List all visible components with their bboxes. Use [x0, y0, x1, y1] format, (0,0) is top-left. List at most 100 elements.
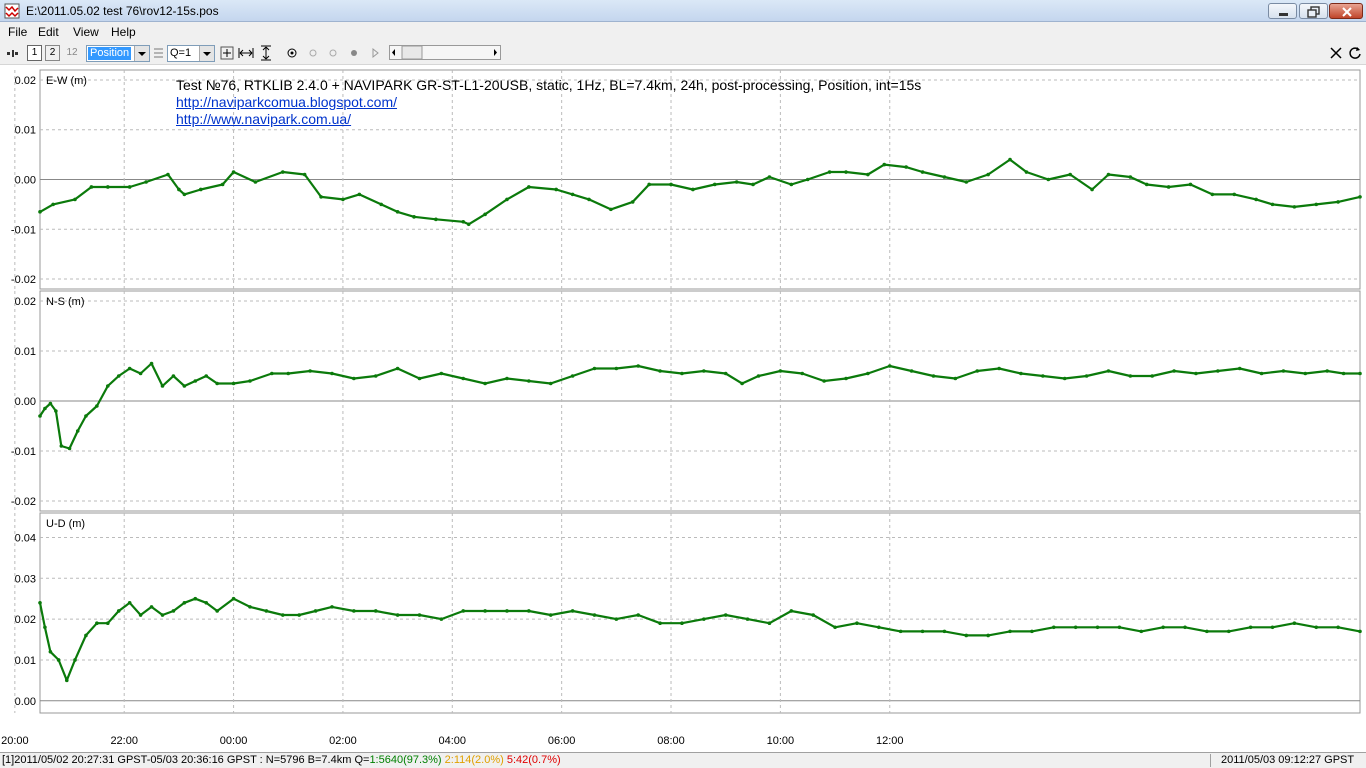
fit-vertical-icon[interactable] [258, 45, 274, 61]
data-point [64, 678, 69, 683]
data-point [1314, 202, 1319, 207]
blog-link[interactable]: http://naviparkcomua.blogspot.com/ [176, 94, 398, 110]
position-plot[interactable]: 0.02 0.01 0.00 -0.01 -0.02 E-W (m) 0.02 0.01 0.0… [0, 65, 1366, 752]
data-point [56, 658, 61, 662]
y-tick-label: -0.02 [11, 274, 36, 286]
data-point [844, 376, 848, 381]
data-point [548, 381, 553, 386]
data-point [297, 613, 301, 617]
data-point [767, 621, 772, 626]
plot-type-select[interactable]: Position [86, 45, 150, 62]
menu-view[interactable]: View [73, 25, 99, 39]
data-point [144, 180, 148, 184]
quality-dropdown[interactable] [199, 46, 214, 61]
restore-icon [1307, 6, 1320, 18]
chevron-down-icon [138, 52, 146, 56]
data-point [1117, 625, 1122, 630]
data-point [680, 621, 684, 626]
data-point [248, 379, 252, 383]
data-point [1358, 195, 1362, 199]
data-point [182, 192, 187, 197]
connect-icon[interactable] [4, 45, 20, 61]
data-point [1084, 374, 1089, 378]
data-point [84, 633, 88, 638]
data-point [1139, 629, 1144, 634]
data-point [953, 376, 958, 381]
data-point [51, 202, 55, 207]
data-point [43, 625, 47, 630]
data-point [942, 629, 947, 634]
menu-edit[interactable]: Edit [38, 25, 59, 39]
data-point [723, 613, 728, 617]
data-point [920, 170, 925, 174]
data-point [1041, 374, 1045, 378]
data-point [166, 172, 170, 177]
data-point [1051, 625, 1056, 630]
data-point [1024, 170, 1029, 174]
close-window-button[interactable] [1329, 3, 1363, 19]
data-point [73, 658, 77, 662]
record-icon[interactable] [346, 45, 362, 61]
plot2-tab[interactable]: 2 [45, 45, 60, 61]
data-point [373, 609, 378, 613]
data-point [636, 613, 641, 617]
quality-select[interactable]: Q=1 [167, 45, 215, 62]
data-point [330, 605, 334, 609]
data-point [740, 381, 744, 386]
data-point [1183, 625, 1187, 630]
data-point [811, 613, 815, 617]
data-point [1254, 197, 1258, 202]
data-point [1128, 374, 1133, 378]
menu-file[interactable]: File [8, 25, 28, 39]
data-point [1090, 187, 1094, 192]
data-point [1150, 374, 1155, 378]
data-point [614, 366, 619, 371]
data-point [313, 609, 318, 613]
play-icon[interactable] [367, 45, 383, 61]
data-point [302, 172, 307, 177]
show-map-icon[interactable] [305, 45, 321, 61]
data-point [330, 371, 334, 376]
data-point [609, 207, 613, 212]
menu-help[interactable]: Help [111, 25, 136, 39]
show-track-icon[interactable] [325, 45, 341, 61]
data-point [48, 401, 53, 406]
data-point [658, 369, 662, 373]
data-point [286, 371, 291, 376]
status-q5: 5:42(0.7%) [506, 754, 561, 766]
data-point [308, 369, 312, 373]
data-point [193, 379, 198, 383]
maximize-button[interactable] [1299, 3, 1328, 19]
center-origin-icon[interactable] [284, 45, 300, 61]
crosshair-icon[interactable] [219, 45, 235, 61]
data-point [1259, 371, 1264, 376]
data-point [527, 185, 531, 189]
plot1-tab[interactable]: 1 [27, 45, 42, 61]
y-tick-label: 0.04 [15, 532, 36, 544]
y-tick-label: 0.03 [15, 573, 36, 585]
data-point [658, 621, 662, 626]
data-point [106, 185, 110, 189]
close-icon[interactable] [1328, 45, 1344, 61]
x-tick-label: 12:00 [876, 735, 904, 747]
data-point [986, 172, 990, 177]
plot-area[interactable]: 0.02 0.01 0.00 -0.01 -0.02 E-W (m) 0.02 0.01 0.0… [0, 65, 1366, 752]
lines-icon[interactable] [151, 45, 167, 61]
data-point [264, 609, 269, 613]
menu-bar: File Edit View Help [0, 22, 1366, 41]
data-point [1062, 376, 1067, 381]
data-point [1144, 182, 1149, 187]
plot12-tab[interactable]: 12 [66, 47, 78, 58]
data-point [395, 613, 400, 617]
data-point [160, 613, 165, 617]
plot-type-dropdown[interactable] [134, 46, 149, 61]
data-point [909, 369, 914, 373]
website-link[interactable]: http://www.navipark.com.ua/ [176, 111, 352, 127]
data-point [745, 617, 750, 621]
data-point [527, 609, 531, 613]
fit-horizontal-icon[interactable] [238, 45, 254, 61]
time-slider[interactable] [389, 45, 501, 60]
data-point [483, 609, 487, 613]
minimize-button[interactable] [1268, 3, 1297, 19]
reload-icon[interactable] [1347, 45, 1363, 61]
